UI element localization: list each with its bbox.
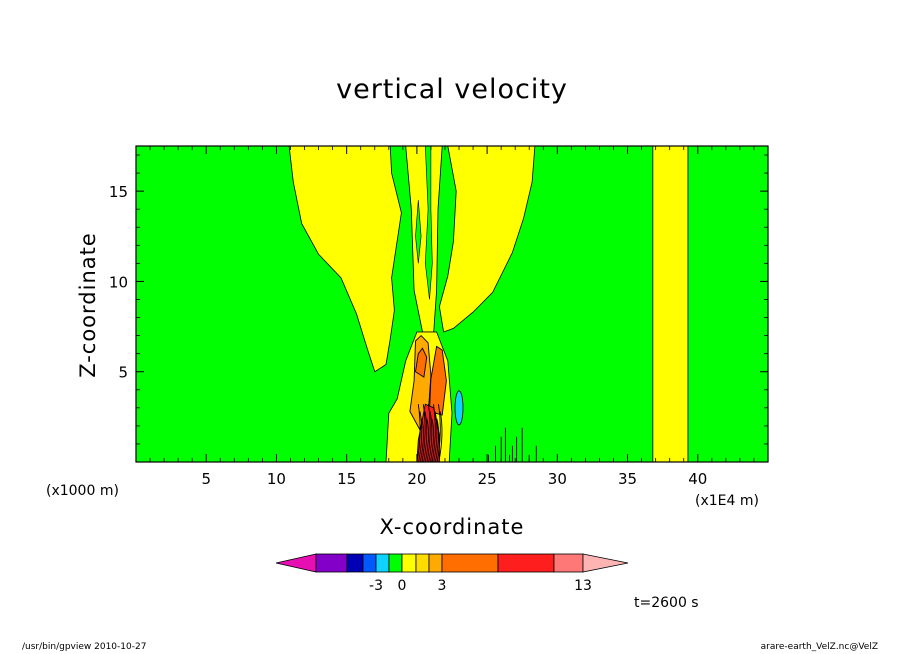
downdraft-cell — [454, 390, 464, 426]
x-tick-label: 5 — [201, 470, 211, 488]
colorbar: -3 0 3 13 — [275, 553, 629, 594]
colorbar-tick-label: -3 — [369, 578, 383, 594]
x-axis-label: X-coordinate — [379, 515, 525, 539]
x-tick-label: 40 — [688, 470, 707, 488]
colorbar-arrow-right — [582, 553, 629, 573]
x-tick-label: 35 — [618, 470, 637, 488]
colorbar-arrow-left — [275, 553, 317, 573]
x-tick-label: 30 — [548, 470, 567, 488]
colorbar-segment — [553, 553, 584, 573]
colorbar-segment — [428, 553, 443, 573]
vertical-band — [652, 145, 689, 463]
colorbar-segment — [415, 553, 430, 573]
filament-1 — [424, 145, 433, 300]
x-tick-label: 20 — [407, 470, 426, 488]
y-tick-label: 15 — [109, 183, 128, 201]
colorbar-segment — [497, 553, 555, 573]
colorbar-segment — [441, 553, 499, 573]
x-unit-right-label: (x1E4 m) — [695, 493, 759, 509]
plume-region-right — [438, 145, 536, 333]
plot-frame — [135, 145, 769, 463]
colorbar-segment — [375, 553, 390, 573]
colorbar-segment — [346, 553, 364, 573]
colorbar-segment — [315, 553, 348, 573]
colorbar-segment — [388, 553, 403, 573]
x-tick-label: 25 — [478, 470, 497, 488]
colorbar-segment — [362, 553, 377, 573]
colorbar-tick-label: 0 — [398, 578, 407, 594]
contour-tangle — [416, 404, 443, 463]
footer-right-text: arare-earth_VelZ.nc@VelZ — [760, 642, 878, 652]
plot-area — [136, 145, 768, 463]
core-cell-4 — [415, 347, 428, 378]
y-tick-label: 10 — [109, 273, 128, 291]
y-tick-label: 5 — [118, 364, 128, 382]
colorbar-tick-label: 13 — [574, 578, 592, 594]
chart-title: vertical velocity — [336, 74, 568, 105]
x-tick-label: 15 — [337, 470, 356, 488]
x-tick-label: 10 — [267, 470, 286, 488]
filament-2 — [415, 200, 422, 264]
time-label: t=2600 s — [634, 595, 699, 611]
colorbar-tick-label: 3 — [438, 578, 447, 594]
core-cell-2 — [429, 345, 447, 416]
plot-axes: 5 10 15 20 25 30 35 40 5 10 15 — [109, 145, 769, 488]
colorbar-segment — [401, 553, 417, 573]
footer-left-text: /usr/bin/gpview 2010-10-27 — [22, 642, 147, 652]
plume-region-left — [288, 145, 402, 373]
x-unit-left-label: (x1000 m) — [46, 483, 119, 499]
